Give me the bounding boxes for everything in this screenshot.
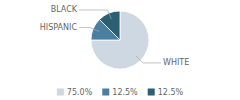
labels: WHITE HISPANIC BLACK	[40, 5, 189, 67]
legend-item: 12.5%	[102, 88, 138, 97]
slice-label: BLACK	[51, 5, 78, 14]
chart: WHITE HISPANIC BLACK 75.0% 12.5% 12.5%	[0, 0, 240, 100]
legend-label: 75.0%	[67, 88, 93, 97]
legend-label: 12.5%	[158, 88, 184, 97]
leader-line	[136, 56, 161, 63]
leader-line	[79, 10, 111, 19]
slice-label: HISPANIC	[40, 23, 78, 32]
legend-label: 12.5%	[112, 88, 138, 97]
legend: 75.0% 12.5% 12.5%	[57, 88, 184, 97]
legend-item: 12.5%	[148, 88, 184, 97]
leader-line	[79, 28, 99, 32]
slice-label: WHITE	[163, 58, 189, 67]
legend-item: 75.0%	[57, 88, 93, 97]
legend-swatch	[148, 89, 155, 96]
legend-swatch	[57, 89, 64, 96]
legend-swatch	[102, 89, 109, 96]
